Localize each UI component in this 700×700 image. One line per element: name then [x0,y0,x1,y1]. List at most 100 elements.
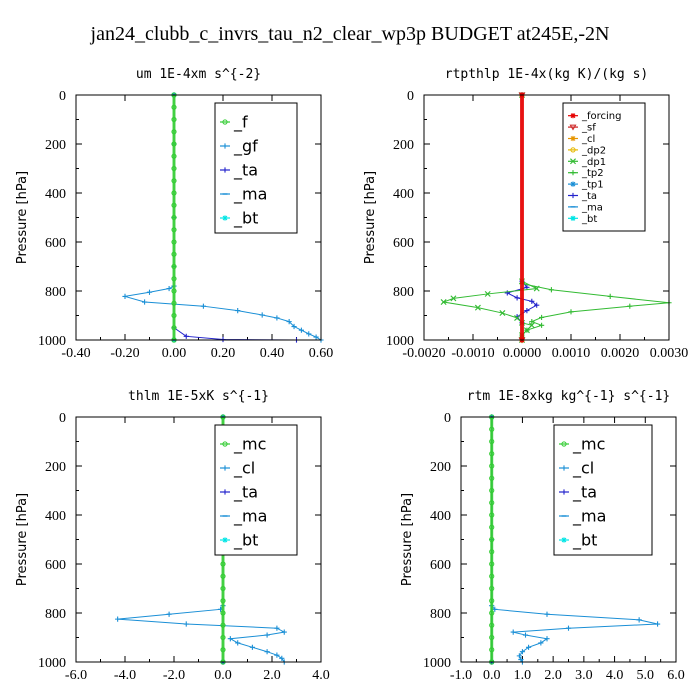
legend-label: _dp1 [581,157,606,168]
y-tick-label: 600 [45,236,66,251]
data-point [522,632,529,638]
panel-title: rtpthlp 1E-4x(kg K)/(kg s) [445,67,649,82]
legend-marker [570,158,576,165]
data-point [525,644,532,650]
data-point [539,314,545,321]
data-point [235,640,241,646]
data-point [286,319,292,325]
x-tick-label: 0.0 [214,668,232,683]
legend-label: _bt [233,531,258,551]
data-point [534,302,540,308]
x-tick-label: 4.0 [606,668,624,683]
data-point [510,629,516,635]
legend-label: _mc [572,435,605,455]
y-tick-label: 800 [45,285,66,300]
data-point [568,309,574,315]
data-point [538,640,544,646]
x-tick-label: -0.20 [110,346,139,361]
data-point [281,629,287,635]
data-point [627,303,633,309]
legend-marker [561,465,567,471]
y-tick-label: 800 [430,607,451,622]
y-tick-label: 0 [444,411,451,426]
legend: _f _gf _ta _ma _bt [214,102,298,234]
data-point [313,334,319,340]
data-point [264,649,270,655]
x-tick-label: 2.0 [263,668,281,683]
y-axis-label: Pressure [hPa] [400,493,415,586]
y-axis-label: Pressure [hPa] [15,171,30,264]
legend-marker [222,441,228,447]
y-tick-label: 400 [430,509,451,524]
legend-marker [561,441,567,447]
legend-label: _mc [233,435,266,455]
data-point [227,636,233,642]
data-point [183,333,189,339]
data-point [166,611,172,617]
data-point [183,621,189,627]
x-tick-label: -0.40 [61,346,90,361]
data-point [298,327,304,333]
y-tick-label: 1000 [38,334,66,349]
x-tick-label: 2.0 [544,668,562,683]
y-tick-label: 200 [430,460,451,475]
y-tick-label: 0 [407,89,414,104]
legend-label: _ta [233,483,258,503]
y-tick-label: 400 [45,509,66,524]
y-tick-label: 200 [45,138,66,153]
data-point [654,621,661,627]
data-point [516,653,522,659]
x-tick-label: 0.0010 [552,346,591,361]
legend-label: _tp1 [581,180,604,191]
legend-label: _cl [233,459,255,479]
y-tick-label: 1000 [38,656,66,671]
data-point [450,295,457,302]
x-tick-label: -0.0010 [451,346,494,361]
data-point [607,293,613,299]
chart-panel-1: um 1E-4xm s^{-2} Pressure [hPa] -0.40 -0.20… [15,67,333,361]
legend-marker [569,124,577,131]
x-tick-label: 0.0020 [601,346,640,361]
data-point [264,632,270,638]
legend-label: _ma [572,507,606,527]
x-tick-label: -0.0020 [402,346,445,361]
legend-label: _sf [581,123,596,134]
data-point [474,304,481,311]
legend-box [214,424,298,556]
chart-panel-2: rtpthlp 1E-4x(kg K)/(kg s) Pressure [hPa]… [363,67,688,361]
data-point [166,285,172,292]
y-tick-label: 600 [45,558,66,573]
legend: _mc _cl _ta _ma _bt [553,424,653,556]
y-tick-label: 200 [45,460,66,475]
data-point [548,287,554,293]
legend-box [562,102,646,232]
legend-marker [222,215,228,221]
legend-marker [222,167,228,173]
y-axis-label: Pressure [hPa] [363,171,378,264]
panel-title: um 1E-4xm s^{-2} [136,67,261,82]
legend-label: _cl [572,459,594,479]
plot-frame [75,94,322,341]
data-point [544,611,550,617]
data-point [249,644,255,650]
x-tick-label: 3.0 [575,668,593,683]
legend-label: _ta [581,191,597,202]
data-point [306,331,312,337]
x-tick-label: 0.20 [211,346,236,361]
x-tick-label: 0.0030 [650,346,689,361]
legend-label: _ma [233,507,267,527]
legend-label: _tp2 [581,168,604,179]
x-tick-label: -6.0 [65,668,87,683]
data-point [274,652,280,658]
legend-marker [561,489,567,495]
legend-label: _ta [233,161,258,181]
data-point [146,289,153,295]
data-point [274,315,280,321]
x-tick-label: 5.0 [637,668,655,683]
x-tick-label: 0.00 [162,346,187,361]
y-tick-label: 0 [59,89,66,104]
y-tick-label: 1000 [386,334,414,349]
plot-frame [423,94,670,341]
y-tick-label: 600 [393,236,414,251]
y-tick-label: 800 [393,285,414,300]
